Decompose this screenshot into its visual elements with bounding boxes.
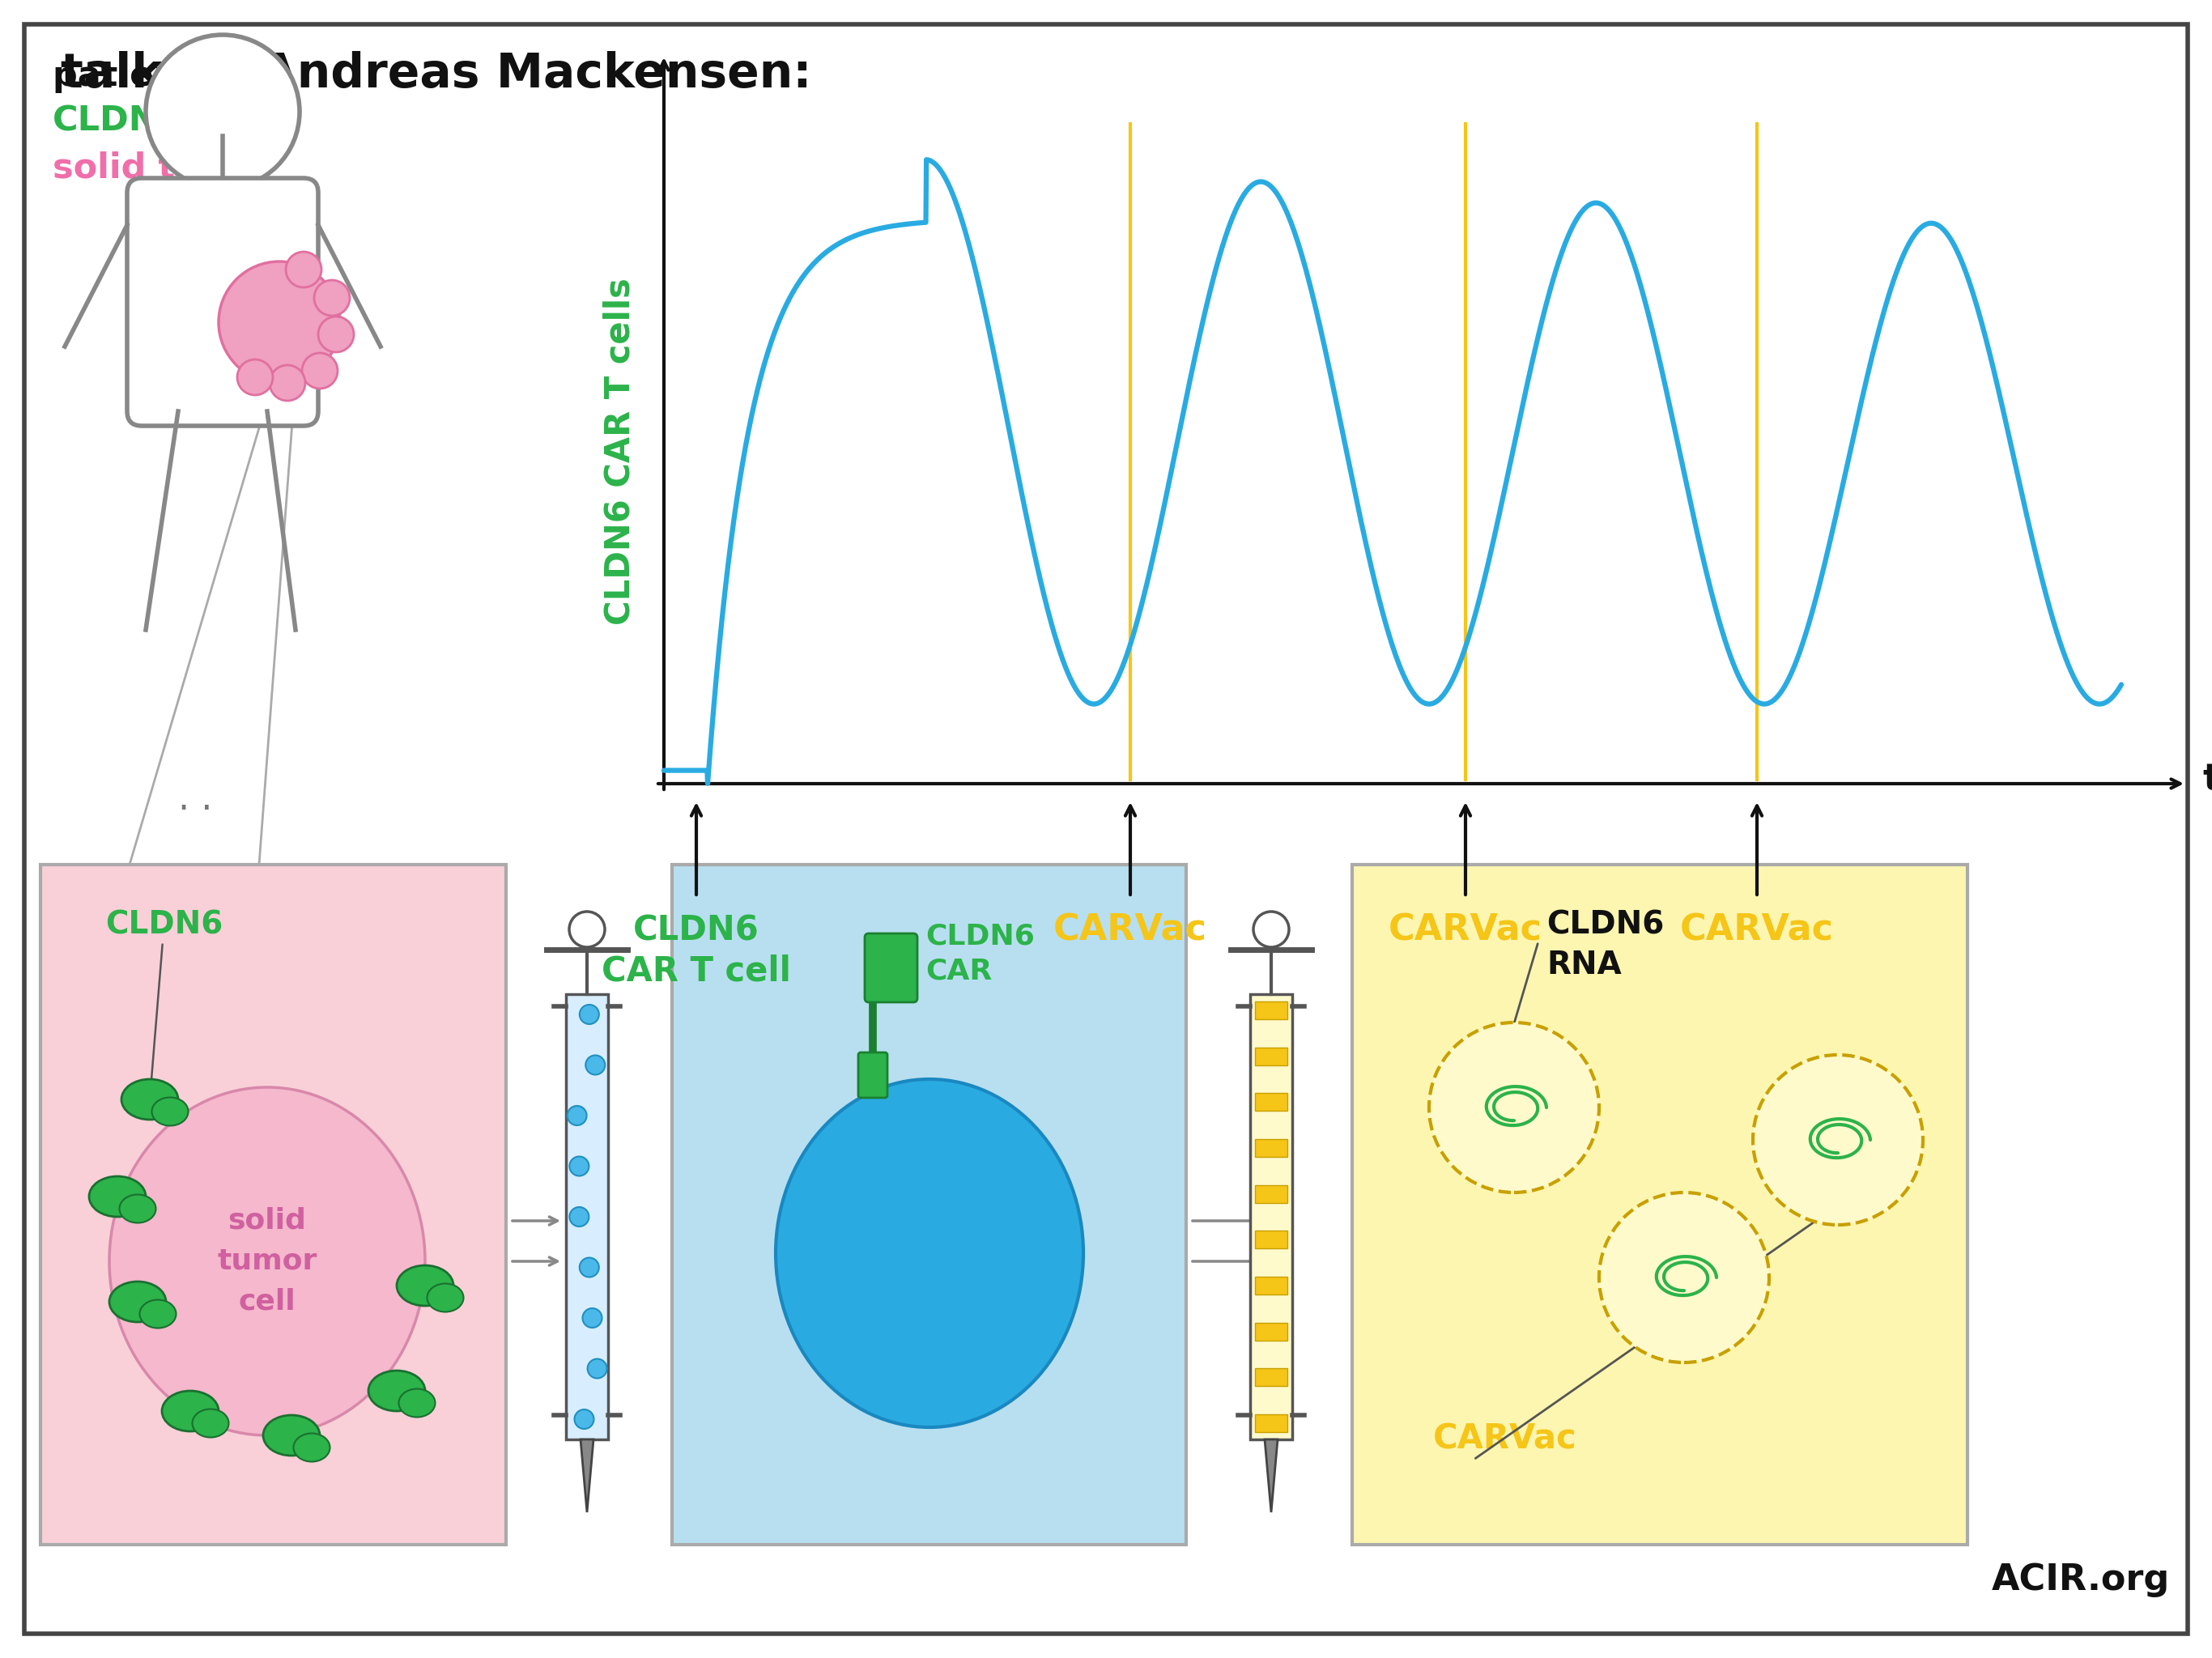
Ellipse shape bbox=[398, 1389, 436, 1418]
Circle shape bbox=[568, 1157, 588, 1176]
Circle shape bbox=[270, 365, 305, 401]
Ellipse shape bbox=[161, 1391, 219, 1431]
Text: time: time bbox=[2203, 761, 2212, 797]
Text: ⁺: ⁺ bbox=[179, 99, 192, 126]
Ellipse shape bbox=[192, 1409, 228, 1437]
FancyBboxPatch shape bbox=[1254, 1368, 1287, 1386]
Circle shape bbox=[588, 1360, 606, 1378]
Text: T cell: T cell bbox=[876, 1212, 984, 1247]
Text: . .: . . bbox=[179, 783, 212, 817]
FancyBboxPatch shape bbox=[865, 933, 918, 1001]
FancyBboxPatch shape bbox=[40, 864, 507, 1545]
FancyBboxPatch shape bbox=[1254, 1001, 1287, 1020]
Ellipse shape bbox=[88, 1176, 146, 1217]
Circle shape bbox=[566, 1106, 586, 1126]
Ellipse shape bbox=[369, 1371, 425, 1411]
FancyBboxPatch shape bbox=[1254, 1048, 1287, 1064]
FancyBboxPatch shape bbox=[672, 864, 1186, 1545]
Text: CLDN6 CAR T cells: CLDN6 CAR T cells bbox=[602, 279, 637, 625]
Circle shape bbox=[319, 317, 354, 351]
Circle shape bbox=[1599, 1192, 1770, 1363]
Ellipse shape bbox=[396, 1265, 453, 1307]
Text: CAR T cell: CAR T cell bbox=[602, 953, 792, 988]
Text: RNA: RNA bbox=[1546, 950, 1621, 980]
FancyBboxPatch shape bbox=[1254, 1093, 1287, 1111]
Circle shape bbox=[314, 280, 349, 315]
Ellipse shape bbox=[119, 1194, 155, 1224]
Text: CLDN6: CLDN6 bbox=[1546, 909, 1663, 940]
Circle shape bbox=[580, 1258, 599, 1277]
Circle shape bbox=[568, 912, 604, 947]
Ellipse shape bbox=[139, 1300, 177, 1328]
FancyBboxPatch shape bbox=[566, 995, 608, 1439]
Text: solid: solid bbox=[228, 1207, 307, 1235]
FancyBboxPatch shape bbox=[568, 1036, 606, 1437]
FancyBboxPatch shape bbox=[858, 1053, 887, 1098]
FancyBboxPatch shape bbox=[1252, 1036, 1290, 1437]
Circle shape bbox=[146, 35, 299, 189]
Circle shape bbox=[586, 1054, 606, 1074]
Text: CARVac: CARVac bbox=[1681, 914, 1834, 948]
Circle shape bbox=[303, 353, 338, 388]
Text: CLDN6
CAR: CLDN6 CAR bbox=[925, 924, 1035, 985]
FancyBboxPatch shape bbox=[1254, 1323, 1287, 1340]
FancyBboxPatch shape bbox=[1254, 1185, 1287, 1202]
Text: CARVac: CARVac bbox=[1433, 1421, 1577, 1456]
Text: CARVac: CARVac bbox=[1389, 914, 1542, 948]
Polygon shape bbox=[1265, 1439, 1279, 1512]
Text: CLDN6: CLDN6 bbox=[633, 914, 759, 947]
Circle shape bbox=[580, 1005, 599, 1025]
FancyBboxPatch shape bbox=[1254, 1139, 1287, 1157]
FancyBboxPatch shape bbox=[1254, 1414, 1287, 1433]
Text: cell: cell bbox=[239, 1288, 296, 1315]
Circle shape bbox=[285, 252, 321, 287]
FancyBboxPatch shape bbox=[1352, 864, 1966, 1545]
Circle shape bbox=[1752, 1054, 1922, 1225]
FancyBboxPatch shape bbox=[1250, 995, 1292, 1439]
Circle shape bbox=[1429, 1023, 1599, 1192]
Text: talk by Andreas Mackensen:: talk by Andreas Mackensen: bbox=[60, 51, 812, 98]
Circle shape bbox=[1254, 912, 1290, 947]
FancyBboxPatch shape bbox=[1254, 1277, 1287, 1295]
FancyBboxPatch shape bbox=[24, 25, 2188, 1633]
Text: tumor: tumor bbox=[217, 1247, 316, 1275]
Text: CARVac: CARVac bbox=[1053, 914, 1208, 948]
FancyBboxPatch shape bbox=[126, 177, 319, 426]
Ellipse shape bbox=[108, 1282, 166, 1321]
Text: CLDN6: CLDN6 bbox=[106, 909, 223, 1094]
Ellipse shape bbox=[776, 1079, 1084, 1428]
Ellipse shape bbox=[263, 1416, 321, 1456]
Text: ACIR.org: ACIR.org bbox=[1991, 1562, 2170, 1597]
Circle shape bbox=[575, 1409, 593, 1429]
Circle shape bbox=[237, 360, 272, 395]
Ellipse shape bbox=[294, 1434, 330, 1462]
Ellipse shape bbox=[153, 1098, 188, 1126]
Text: patient with: patient with bbox=[53, 60, 292, 93]
Ellipse shape bbox=[122, 1079, 179, 1119]
Text: solid tumor: solid tumor bbox=[53, 151, 276, 184]
Polygon shape bbox=[580, 1439, 593, 1512]
Text: CLDN6: CLDN6 bbox=[53, 103, 184, 138]
Circle shape bbox=[582, 1308, 602, 1328]
Circle shape bbox=[568, 1207, 588, 1227]
FancyBboxPatch shape bbox=[1254, 1230, 1287, 1248]
Ellipse shape bbox=[108, 1088, 425, 1436]
Circle shape bbox=[219, 262, 341, 383]
Ellipse shape bbox=[427, 1283, 465, 1311]
